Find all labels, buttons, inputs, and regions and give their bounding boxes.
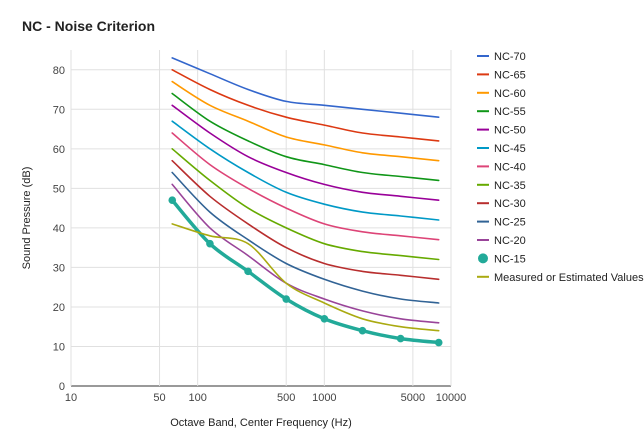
series-nc-50 [171,104,440,201]
series-nc-30 [171,159,440,281]
series-nc-55 [171,92,440,182]
series-nc-35 [171,148,440,261]
series-line-nc-45 [171,120,440,221]
series [168,57,443,347]
series-line-nc-65 [171,69,440,142]
y-tick-label: 30 [53,262,65,274]
legend-label: NC-70 [494,51,526,63]
legend-item-nc-70: NC-70 [477,51,526,63]
series-measured-or-estimated-values [171,223,440,332]
series-line-nc-25 [171,171,440,304]
legend-item-measured-or-estimated-values: Measured or Estimated Values [477,272,644,284]
series-line-nc-35 [171,148,440,261]
legend-label: Measured or Estimated Values [494,272,644,284]
legend-item-nc-15: NC-15 [478,253,526,265]
legend-item-nc-55: NC-55 [477,106,526,118]
series-line-nc-30 [171,159,440,281]
y-tick-label: 70 [53,104,65,116]
y-tick-label: 40 [53,223,65,235]
legend-label: NC-40 [494,161,526,173]
legend-label: NC-45 [494,143,526,155]
x-tick-label: 500 [277,392,295,404]
legend: NC-70 NC-65 NC-60 NC-55 NC-50 NC-45 NC-40 NC-35… [477,51,644,284]
legend-label: NC-25 [494,217,526,229]
data-point [434,338,443,347]
y-tick-label: 20 [53,302,65,314]
legend-label: NC-65 [494,69,526,81]
series-line-measured-or-estimated-values [171,223,440,332]
legend-item-nc-20: NC-20 [477,235,526,247]
series-line-nc-60 [171,80,440,162]
legend-label: NC-35 [494,180,526,192]
series-nc-15 [168,196,443,347]
legend-label: NC-20 [494,235,526,247]
data-point [282,295,291,303]
data-point [358,326,367,335]
legend-label: NC-30 [494,198,526,210]
series-line-nc-40 [171,132,440,241]
series-nc-70 [171,57,440,118]
series-nc-25 [171,171,440,304]
x-tick-label: 5000 [401,392,425,404]
legend-item-nc-45: NC-45 [477,143,526,155]
x-tick-label: 1000 [312,392,336,404]
grid [70,50,452,387]
legend-item-nc-25: NC-25 [477,217,526,229]
x-tick-label: 10 [65,392,77,404]
series-line-nc-20 [171,183,440,324]
legend-label: NC-60 [494,88,526,100]
x-axis-label: Octave Band, Center Frequency (Hz) [170,417,352,429]
x-tick-label: 10000 [436,392,467,404]
data-point [244,267,252,276]
legend-item-nc-50: NC-50 [477,125,526,137]
legend-item-nc-60: NC-60 [477,88,526,100]
series-nc-45 [171,120,440,221]
series-line-nc-70 [171,57,440,118]
legend-marker [478,253,488,264]
y-tick-label: 10 [53,341,65,353]
legend-item-nc-35: NC-35 [477,180,526,192]
series-nc-65 [171,69,440,142]
series-nc-40 [171,132,440,241]
legend-label: NC-50 [494,125,526,137]
data-point [320,315,329,323]
legend-label: NC-15 [494,253,526,265]
legend-label: NC-55 [494,106,526,118]
x-tick-label: 100 [188,392,206,404]
y-tick-label: 50 [53,183,65,195]
y-ticks: 0 10 20 30 40 50 60 70 80 [53,65,65,393]
y-tick-label: 0 [59,381,65,393]
axes: Sound Pressure (dB) Octave Band, Center … [21,167,352,429]
series-nc-20 [171,183,440,324]
y-axis-label: Sound Pressure (dB) [21,167,33,270]
data-point [396,334,405,343]
y-tick-label: 80 [53,65,65,77]
x-tick-label: 50 [153,392,165,404]
series-nc-60 [171,80,440,162]
data-point [206,239,214,248]
x-ticks: 10 50 100 500 1000 5000 10000 [65,392,466,404]
legend-item-nc-30: NC-30 [477,198,526,210]
legend-item-nc-40: NC-40 [477,161,526,173]
series-line-nc-55 [171,92,440,182]
legend-item-nc-65: NC-65 [477,69,526,81]
chart-title: NC - Noise Criterion [22,18,156,34]
y-tick-label: 60 [53,144,65,156]
data-point [168,196,177,205]
series-line-nc-50 [171,104,440,201]
